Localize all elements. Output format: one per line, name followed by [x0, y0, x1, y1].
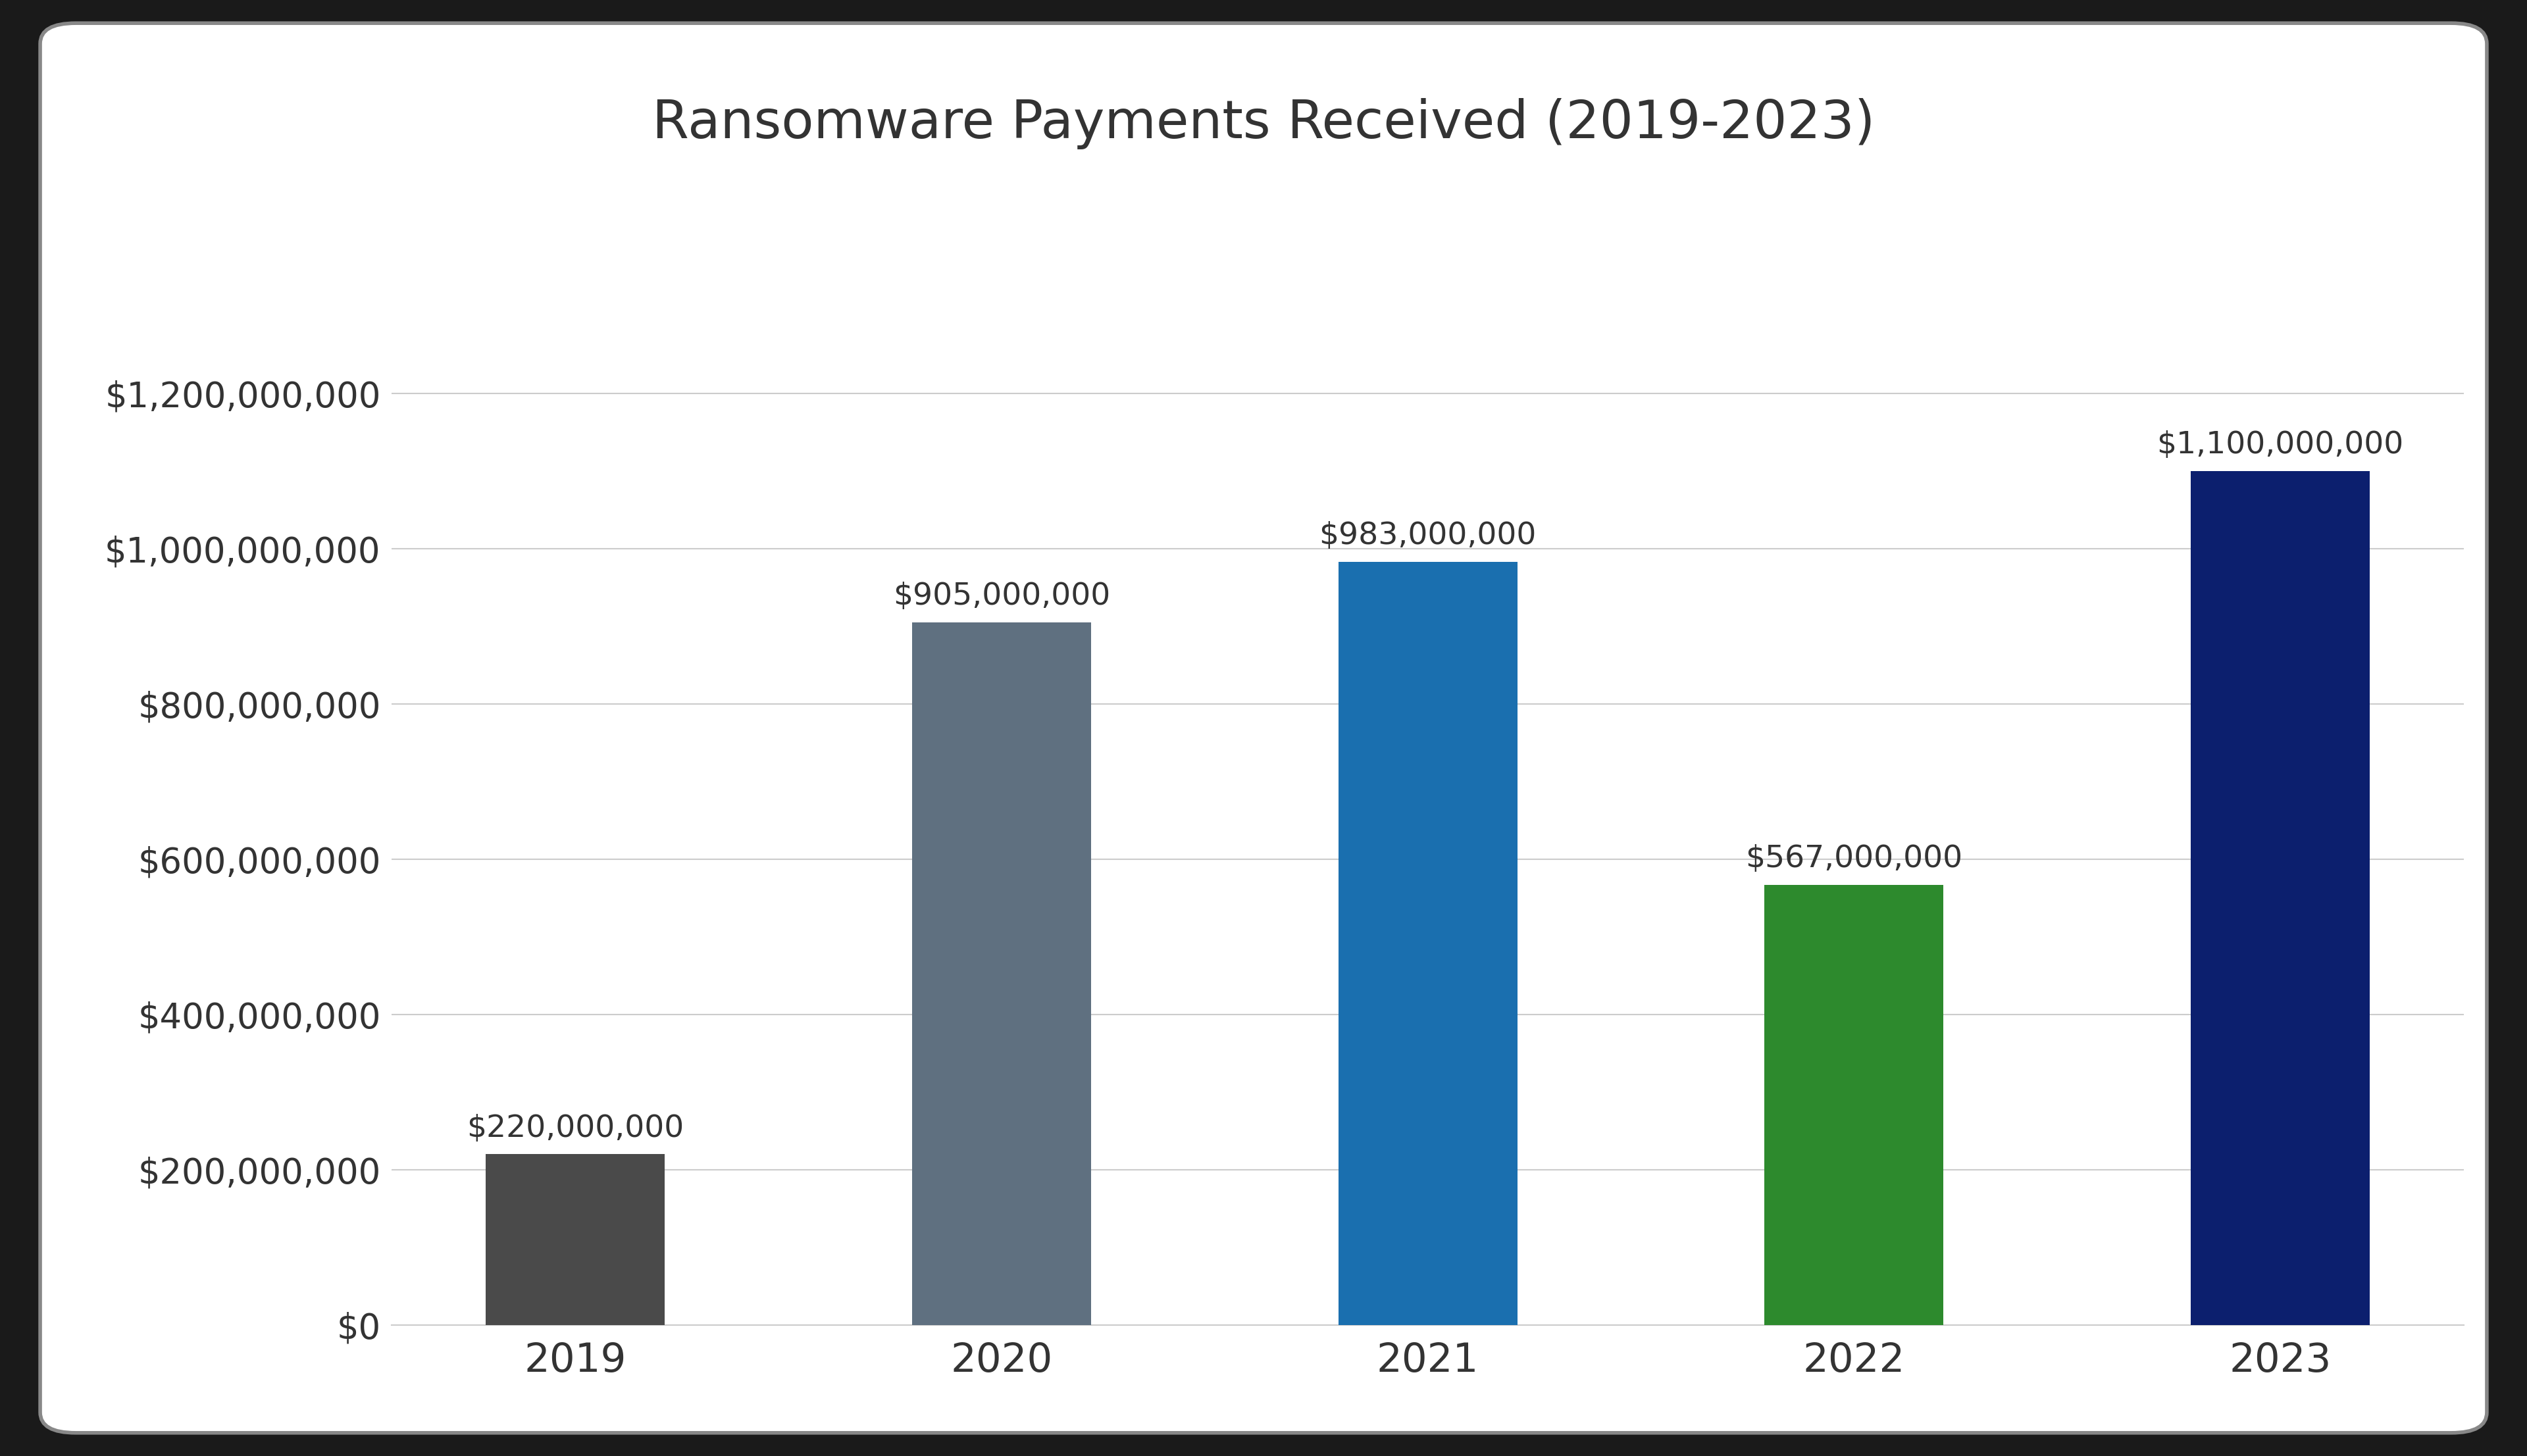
- FancyBboxPatch shape: [40, 23, 2487, 1433]
- Text: $983,000,000: $983,000,000: [1319, 521, 1536, 550]
- Text: $567,000,000: $567,000,000: [1746, 844, 1963, 874]
- Bar: [1764, 885, 1943, 1325]
- Bar: [912, 622, 1092, 1325]
- Text: $1,100,000,000: $1,100,000,000: [2156, 431, 2403, 460]
- Bar: [485, 1155, 665, 1325]
- Text: $220,000,000: $220,000,000: [467, 1114, 685, 1143]
- Text: Ransomware Payments Received (2019-2023): Ransomware Payments Received (2019-2023): [652, 98, 1875, 150]
- Bar: [1339, 562, 1516, 1325]
- Bar: [2191, 470, 2370, 1325]
- Text: $905,000,000: $905,000,000: [892, 582, 1109, 612]
